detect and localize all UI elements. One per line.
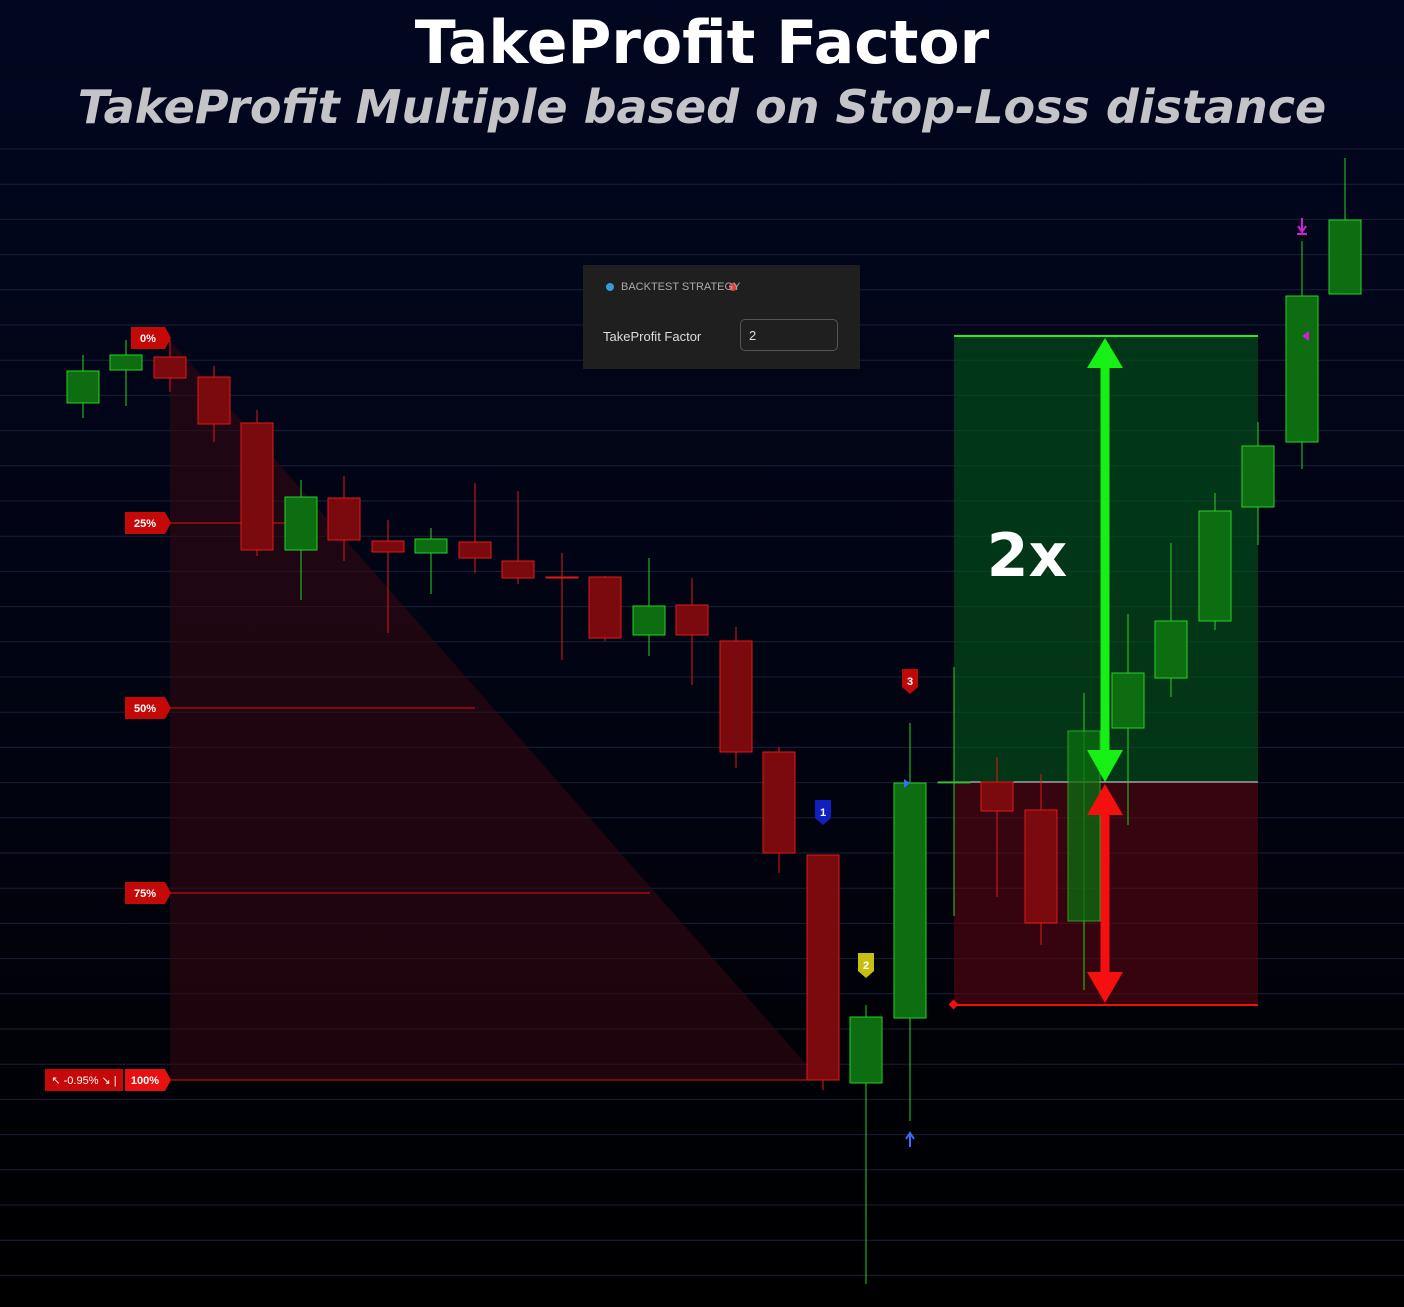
- candle: [937, 781, 971, 784]
- tp-arrow-head: [1087, 338, 1123, 368]
- candle: [1024, 809, 1058, 924]
- up-arrow: [905, 1131, 915, 1147]
- fib: 0% 25% 50% 75% 100% ↖ -0.95% ↘ |: [45, 327, 820, 1091]
- candle: [197, 376, 231, 425]
- candle: [719, 640, 753, 753]
- factor-annotation: 2x: [987, 521, 1067, 591]
- sl-arrow-head: [1087, 784, 1123, 815]
- field-input[interactable]: 2: [740, 319, 838, 351]
- marker-label: 1: [820, 807, 826, 819]
- marker-label: 3: [907, 676, 913, 688]
- fib-label: 0%: [140, 333, 156, 345]
- fib-range-tag: [45, 1069, 123, 1091]
- candle: [240, 422, 274, 551]
- marker: [815, 800, 831, 825]
- sl-arrow-head: [1087, 972, 1123, 1003]
- fib-range: ↖ -0.95% ↘ |: [51, 1075, 116, 1087]
- fib-tag: [125, 512, 171, 534]
- candle: [284, 496, 318, 551]
- field-label: TakeProfit Factor: [603, 329, 702, 344]
- candle: [588, 576, 622, 639]
- panel-icons: [606, 283, 737, 291]
- fib-tag: [125, 882, 171, 904]
- candle: [153, 356, 187, 379]
- fib-tag: [125, 1069, 171, 1091]
- sl-marker: [948, 999, 959, 1010]
- candle: [632, 605, 666, 636]
- candle: [414, 538, 448, 554]
- fib-tag: [131, 327, 171, 349]
- candle: [1285, 295, 1319, 443]
- candle: [1241, 445, 1275, 508]
- marker: [902, 669, 918, 694]
- candle: [371, 540, 405, 553]
- candle: [1198, 510, 1232, 622]
- marker-label: 2: [863, 960, 869, 972]
- icon: [729, 283, 737, 291]
- candle: [66, 370, 100, 404]
- fib-label: 50%: [134, 703, 156, 715]
- trade-markers: 1 2 3: [815, 669, 918, 978]
- candle: [1328, 219, 1362, 295]
- exit-arrow: [1297, 218, 1307, 235]
- marker: [858, 953, 874, 978]
- fib-tag: [125, 697, 171, 719]
- candle: [501, 560, 535, 579]
- candles: [66, 158, 1362, 1284]
- candle: [327, 497, 361, 541]
- candle: [893, 782, 927, 1019]
- title: TakeProfit Factor: [414, 8, 990, 78]
- tp-arrow-head: [1087, 750, 1123, 782]
- fib-label: 25%: [134, 518, 156, 530]
- candle: [458, 541, 492, 559]
- candle: [762, 751, 796, 854]
- candle: [675, 604, 709, 636]
- candle: [806, 854, 840, 1081]
- fib-label: 100%: [131, 1075, 159, 1087]
- icon: [606, 283, 614, 291]
- candle: [1154, 620, 1188, 679]
- exit-marker: [1302, 331, 1309, 341]
- panel-heading: BACKTEST STRATEGY: [621, 281, 741, 293]
- candle: [109, 354, 143, 371]
- settings-panel: BACKTEST STRATEGY TakeProfit Factor 2: [583, 265, 860, 369]
- entry-arrow: [904, 779, 910, 788]
- candle: [545, 576, 579, 579]
- fib-label: 75%: [134, 888, 156, 900]
- candle: [980, 781, 1014, 812]
- candle: [849, 1016, 883, 1084]
- candle: [1111, 672, 1145, 729]
- subtitle: TakeProfit Multiple based on Stop-Loss d…: [77, 80, 1327, 134]
